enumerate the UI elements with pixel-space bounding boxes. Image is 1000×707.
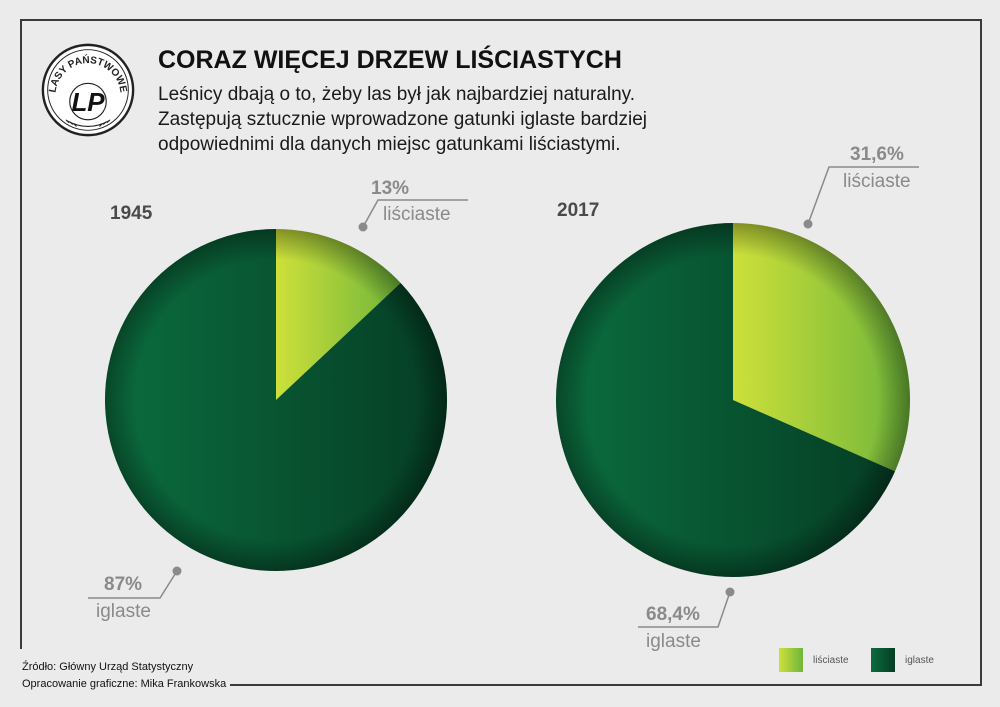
legend-swatch-iglaste (871, 648, 895, 672)
frame-bottom-line (230, 684, 982, 686)
pie-1945-lisciaste-name: liściaste (383, 204, 451, 225)
frame-right-line (980, 19, 982, 685)
frame-top-line (20, 19, 982, 21)
subtitle-line: Zastępują sztucznie wprowadzone gatunki … (158, 109, 647, 130)
source-text: Źródło: Główny Urząd Statystyczny (22, 661, 194, 673)
pie-1945 (104, 229, 447, 572)
pie-1945-iglaste-value: 87% (104, 574, 143, 595)
pie-2017-iglaste-value: 68,4% (646, 604, 700, 625)
pie-2017-iglaste-name: iglaste (646, 631, 701, 652)
pie-1945-iglaste-leader (88, 570, 178, 599)
legend-label-iglaste: iglaste (905, 654, 934, 666)
pie-2017-lisciaste-leader (807, 166, 919, 225)
pie-2017-lisciaste-leader-dot (803, 219, 813, 229)
lasy-panstwowe-logo-icon: LASY PAŃSTWOWE LP (41, 43, 135, 137)
pie-2017-lisciaste-value: 31,6% (850, 144, 904, 165)
pie-1945-edge-shade (105, 229, 447, 571)
credit-text: Opracowanie graficzne: Mika Frankowska (22, 678, 227, 690)
subtitle-line: Leśnicy dbają o to, żeby las był jak naj… (158, 84, 636, 105)
page-subtitle: Leśnicy dbają o to, żeby las był jak naj… (158, 82, 758, 157)
pie-1945-iglaste-leader-dot (172, 566, 182, 576)
legend-swatch-lisciaste (779, 648, 803, 672)
source-note: Źródło: Główny Urząd Statystyczny Opraco… (22, 659, 226, 693)
pie-2017 (556, 223, 910, 577)
legend-label-lisciaste: liściaste (813, 654, 849, 666)
page-title: CORAZ WIĘCEJ DRZEW LIŚCIASTYCH (158, 46, 622, 74)
logo-monogram: LP (71, 89, 105, 117)
pie-1945-iglaste-name: iglaste (96, 601, 151, 622)
pie-2017-lisciaste-name: liściaste (843, 171, 911, 192)
pie-1945-lisciaste-leader-dot (358, 222, 368, 232)
pie-2017-iglaste-leader (638, 591, 731, 628)
pie-1945-year-label: 1945 (110, 203, 153, 224)
subtitle-line: odpowiednimi dla danych miejsc gatunkami… (158, 134, 621, 155)
pie-2017-edge-shade (556, 223, 910, 577)
pie-2017-year-label: 2017 (557, 200, 600, 221)
pie-1945-lisciaste-leader (362, 199, 468, 228)
pie-1945-lisciaste-value: 13% (371, 178, 410, 199)
pie-2017-iglaste-leader-dot (725, 587, 735, 597)
callout-leader-lines (88, 166, 919, 628)
legend-item-lisciaste: liściaste (779, 648, 849, 672)
frame-left-line (20, 19, 22, 649)
legend-item-iglaste: iglaste (871, 648, 934, 672)
